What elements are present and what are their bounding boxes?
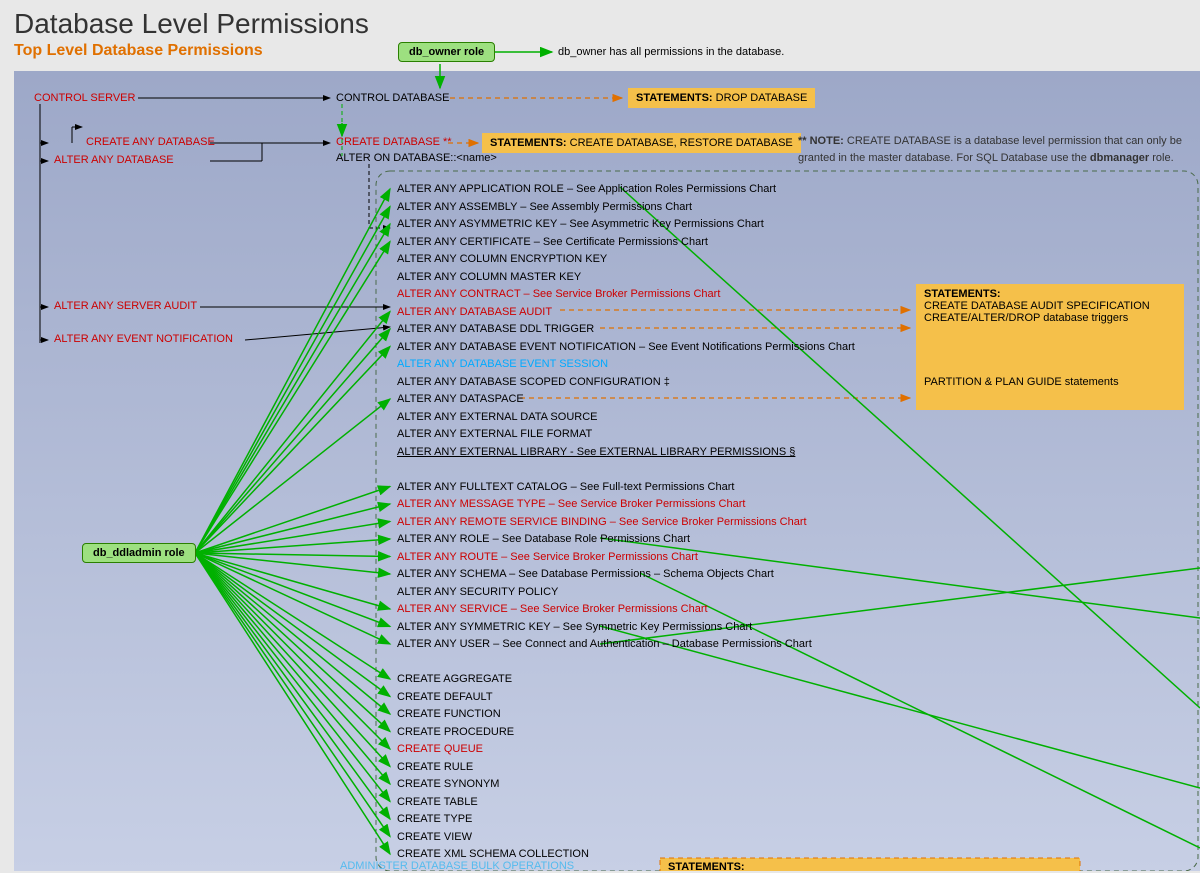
- alter-list-item: CREATE QUEUE: [397, 743, 483, 755]
- alter-list-item: ALTER ANY CONTRACT – See Service Broker …: [397, 288, 720, 300]
- alter-list-item: ALTER ANY DATABASE AUDIT: [397, 306, 552, 318]
- alter-list-item: ALTER ANY USER – See Connect and Authent…: [397, 638, 812, 650]
- perm-alter-any-event-notif: ALTER ANY EVENT NOTIFICATION: [54, 333, 233, 345]
- alter-list-item: CREATE TABLE: [397, 796, 478, 808]
- alter-list-item: CREATE FUNCTION: [397, 708, 501, 720]
- alter-list-item: ALTER ANY EXTERNAL DATA SOURCE: [397, 411, 598, 423]
- db-owner-note: db_owner has all permissions in the data…: [558, 46, 784, 58]
- alter-list-item: CREATE XML SCHEMA COLLECTION: [397, 848, 589, 860]
- perm-alter-any-db: ALTER ANY DATABASE: [54, 154, 174, 166]
- alter-list-item: ALTER ANY CERTIFICATE – See Certificate …: [397, 236, 708, 248]
- alter-list-item: CREATE PROCEDURE: [397, 726, 514, 738]
- role-db-ddladmin: db_ddladmin role: [82, 543, 196, 563]
- alter-list-item: ALTER ANY MESSAGE TYPE – See Service Bro…: [397, 498, 745, 510]
- alter-list-item: CREATE DEFAULT: [397, 691, 493, 703]
- role-db-owner: db_owner role: [398, 42, 495, 62]
- stmt-audit-trig: STATEMENTS: CREATE DATABASE AUDIT SPECIF…: [916, 284, 1184, 410]
- alter-list-item: CREATE TYPE: [397, 813, 472, 825]
- alter-list-item: CREATE SYNONYM: [397, 778, 499, 790]
- stmt-drop-db: STATEMENTS: DROP DATABASE: [628, 88, 815, 108]
- alter-list-item: ALTER ANY FULLTEXT CATALOG – See Full-te…: [397, 481, 734, 493]
- alter-list-item: CREATE AGGREGATE: [397, 673, 512, 685]
- alter-list-item: ALTER ANY APPLICATION ROLE – See Applica…: [397, 183, 776, 195]
- alter-list-item: ALTER ANY DATABASE EVENT SESSION: [397, 358, 608, 370]
- alter-list-item: ALTER ANY EXTERNAL LIBRARY - See EXTERNA…: [397, 446, 795, 458]
- alter-list-item: ALTER ANY DATASPACE: [397, 393, 524, 405]
- alter-list-item: ALTER ANY DATABASE EVENT NOTIFICATION – …: [397, 341, 855, 353]
- note-create-db: ** NOTE: CREATE DATABASE is a database l…: [798, 133, 1190, 166]
- alter-list-item: ALTER ANY DATABASE DDL TRIGGER: [397, 323, 594, 335]
- perm-admin-db-bulk: ADMINISTER DATABASE BULK OPERATIONS: [340, 860, 574, 872]
- alter-list-item: ALTER ANY SYMMETRIC KEY – See Symmetric …: [397, 621, 752, 633]
- alter-list-item: ALTER ANY COLUMN ENCRYPTION KEY: [397, 253, 607, 265]
- alter-list-item: ALTER ANY ASSEMBLY – See Assembly Permis…: [397, 201, 692, 213]
- stmt-create-restore: STATEMENTS: CREATE DATABASE, RESTORE DAT…: [482, 133, 801, 153]
- alter-list-item: ALTER ANY DATABASE SCOPED CONFIGURATION …: [397, 376, 670, 388]
- perm-alter-on-database: ALTER ON DATABASE::<name>: [336, 152, 497, 164]
- alter-list-item: ALTER ANY REMOTE SERVICE BINDING – See S…: [397, 516, 807, 528]
- alter-list-item: ALTER ANY COLUMN MASTER KEY: [397, 271, 581, 283]
- alter-list-item: ALTER ANY ASYMMETRIC KEY – See Asymmetri…: [397, 218, 764, 230]
- alter-list-item: ALTER ANY ROUTE – See Service Broker Per…: [397, 551, 698, 563]
- alter-list-item: ALTER ANY SCHEMA – See Database Permissi…: [397, 568, 774, 580]
- perm-control-database: CONTROL DATABASE: [336, 92, 449, 104]
- alter-list-item: ALTER ANY SECURITY POLICY: [397, 586, 558, 598]
- alter-list-item: ALTER ANY SERVICE – See Service Broker P…: [397, 603, 708, 615]
- alter-list-item: ALTER ANY ROLE – See Database Role Permi…: [397, 533, 690, 545]
- perm-alter-any-server-audit: ALTER ANY SERVER AUDIT: [54, 300, 197, 312]
- perm-create-database: CREATE DATABASE **: [336, 136, 452, 148]
- perm-control-server: CONTROL SERVER: [34, 92, 135, 104]
- alter-list-item: ALTER ANY EXTERNAL FILE FORMAT: [397, 428, 592, 440]
- alter-list-item: CREATE RULE: [397, 761, 473, 773]
- alter-list-item: CREATE VIEW: [397, 831, 472, 843]
- perm-create-any-db: CREATE ANY DATABASE: [86, 136, 215, 148]
